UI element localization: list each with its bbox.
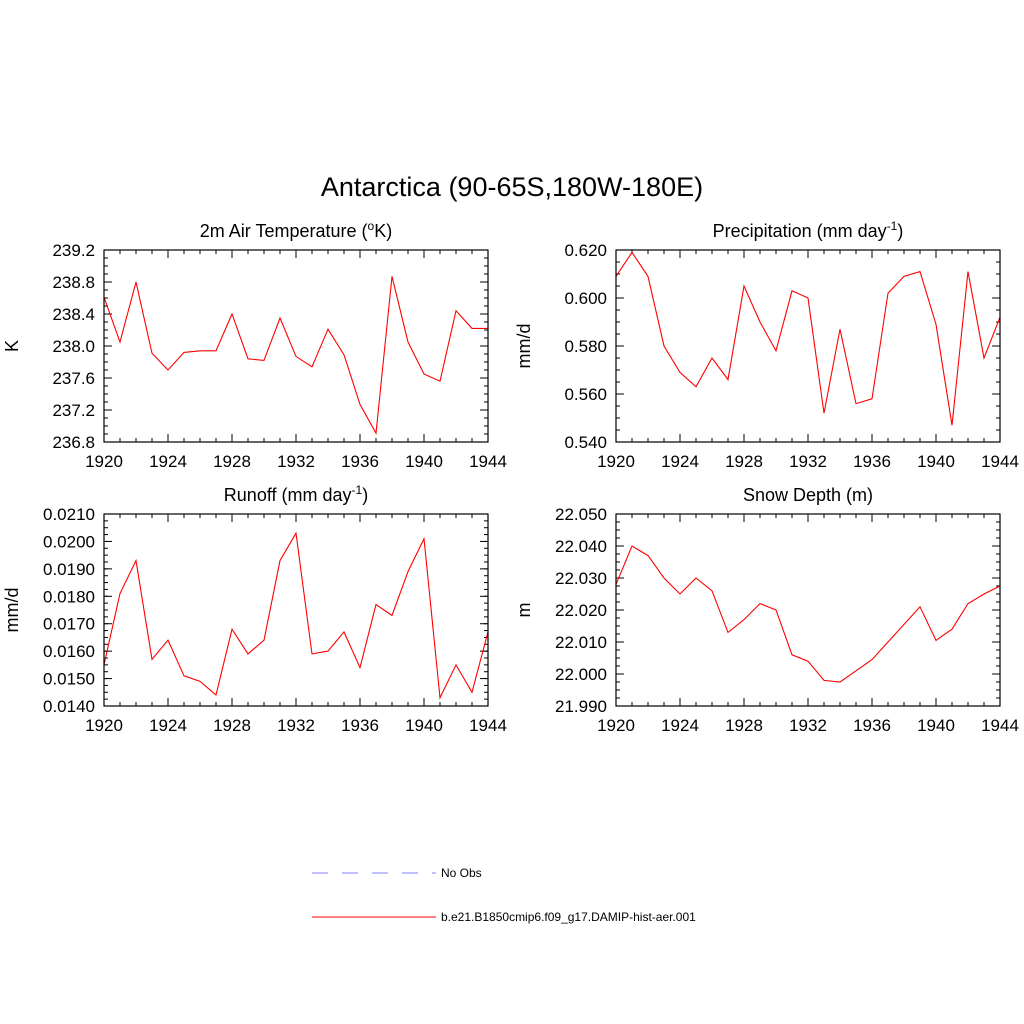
x-tick-label: 1932 [277, 452, 315, 471]
y-tick-label: 22.040 [555, 537, 607, 556]
y-tick-label: 22.000 [555, 665, 607, 684]
x-tick-label: 1936 [341, 452, 379, 471]
legend-item-1: No Obs [312, 866, 482, 880]
panel-3: Runoff (mm day-1) 1920 1924 1928 1932 1936 194… [2, 483, 507, 735]
plot-frame [103, 249, 489, 443]
x-tick-label: 1932 [789, 452, 827, 471]
y-tick-label: 238.4 [52, 305, 95, 324]
series-line-1 [103, 276, 488, 435]
y-tick-label: 0.600 [564, 289, 607, 308]
y-tick-label: 0.540 [564, 433, 607, 452]
plot-frame [103, 513, 489, 707]
x-tick-label: 1928 [213, 452, 251, 471]
y-tick-label: 237.6 [52, 369, 95, 388]
x-tick-label: 1944 [981, 452, 1019, 471]
legend: No Obs b.e21.B1850cmip6.f09_g17.DAMIP-his… [312, 866, 696, 924]
y-tick-label: 237.2 [52, 401, 95, 420]
panel-title: Precipitation (mm day-1) [713, 219, 904, 241]
legend-label: b.e21.B1850cmip6.f09_g17.DAMIP-hist-aer.… [441, 910, 696, 924]
x-tick-label: 1936 [853, 452, 891, 471]
x-tick-label: 1944 [469, 452, 507, 471]
y-tick-label: 236.8 [52, 433, 95, 452]
x-tick-label: 1936 [853, 716, 891, 735]
y-tick-label: 0.560 [564, 385, 607, 404]
x-tick-label: 1944 [981, 716, 1019, 735]
plot-frame [615, 249, 1001, 443]
panel-title: 2m Air Temperature (oK) [200, 219, 392, 241]
x-tick-label: 1928 [725, 452, 763, 471]
x-tick-label: 1940 [917, 716, 955, 735]
x-tick-label: 1924 [661, 452, 699, 471]
panel-title: Snow Depth (m) [743, 485, 873, 505]
panel-2: Precipitation (mm day-1) 1920 1924 1928 1932… [514, 219, 1019, 471]
x-tick-label: 1944 [469, 716, 507, 735]
y-tick-label: 22.050 [555, 505, 607, 524]
x-tick-label: 1940 [917, 452, 955, 471]
y-tick-label: 0.0170 [43, 615, 95, 634]
y-tick-label: 0.0180 [43, 587, 95, 606]
legend-label: No Obs [441, 866, 482, 880]
y-tick-label: 0.0150 [43, 670, 95, 689]
y-tick-label: 0.0200 [43, 532, 95, 551]
x-tick-label: 1920 [597, 716, 635, 735]
y-tick-label: 238.0 [52, 337, 95, 356]
x-tick-label: 1928 [725, 716, 763, 735]
chart-panels: 2m Air Temperature (oK) 1920 1924 1928 1932 1… [2, 219, 1019, 735]
series-line-1 [103, 531, 489, 700]
x-tick-label: 1924 [149, 452, 187, 471]
y-tick-label: 0.0160 [43, 642, 95, 661]
x-tick-label: 1932 [277, 716, 315, 735]
x-tick-label: 1932 [789, 716, 827, 735]
y-tick-label: 239.2 [52, 241, 95, 260]
x-tick-label: 1920 [85, 716, 123, 735]
y-tick-label: 0.580 [564, 337, 607, 356]
y-tick-label: 21.990 [555, 697, 607, 716]
panel-1: 2m Air Temperature (oK) 1920 1924 1928 1932 1… [2, 219, 507, 471]
x-tick-label: 1940 [405, 716, 443, 735]
panel-4: Snow Depth (m) 1920 1924 1928 1932 1936 1940 19… [514, 485, 1019, 735]
x-tick-label: 1928 [213, 716, 251, 735]
y-tick-label: 238.8 [52, 273, 95, 292]
y-tick-label: 22.010 [555, 633, 607, 652]
y-axis-label: mm/d [2, 588, 22, 633]
y-tick-label: 0.0210 [43, 505, 95, 524]
y-tick-label: 22.020 [555, 601, 607, 620]
series-line-1 [615, 545, 1001, 683]
x-tick-label: 1924 [149, 716, 187, 735]
x-tick-label: 1920 [597, 452, 635, 471]
y-tick-label: 0.0140 [43, 697, 95, 716]
y-tick-label: 0.620 [564, 241, 607, 260]
panel-title: Runoff (mm day-1) [224, 483, 368, 505]
x-tick-label: 1936 [341, 716, 379, 735]
plot-frame [615, 513, 1001, 707]
y-tick-label: 0.0190 [43, 560, 95, 579]
y-axis-label: m [514, 603, 534, 618]
legend-item-2: b.e21.B1850cmip6.f09_g17.DAMIP-hist-aer.… [312, 910, 696, 924]
y-tick-label: 22.030 [555, 569, 607, 588]
series-line-1 [615, 251, 1001, 426]
x-tick-label: 1920 [85, 452, 123, 471]
x-tick-label: 1940 [405, 452, 443, 471]
y-axis-label: mm/d [514, 324, 534, 369]
main-title: Antarctica (90-65S,180W-180E) [321, 172, 703, 202]
y-axis-label: K [2, 340, 22, 352]
x-tick-label: 1924 [661, 716, 699, 735]
